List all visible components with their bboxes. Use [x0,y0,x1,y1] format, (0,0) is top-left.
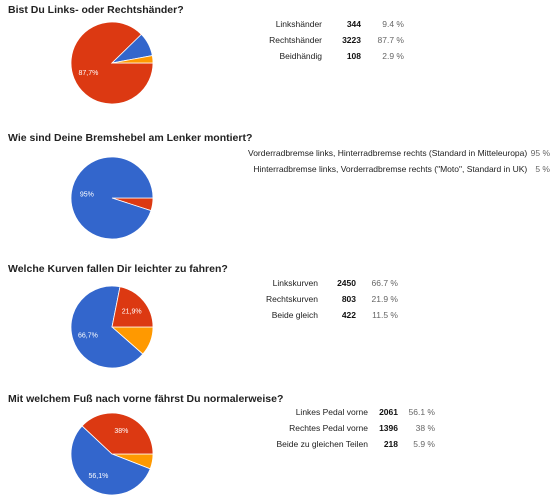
legend-count: 108 [346,51,361,61]
legend-row: Hinterradbremse links, Vorderradbremse r… [248,161,550,177]
legend-count: 422 [341,310,356,320]
chart-legend: Vorderradbremse links, Hinterradbremse r… [248,145,550,177]
legend-label: Beide gleich [271,310,318,320]
legend-count: 803 [341,294,356,304]
slice-label: 56,1% [89,473,109,480]
legend-row: Vorderradbremse links, Hinterradbremse r… [248,145,550,161]
chart-section-2: Wie sind Deine Bremshebel am Lenker mont… [0,128,550,248]
legend-percent: 5.9 % [413,439,435,449]
chart-legend: Linkshänder 344 9.4 % Rechtshänder 3223 … [246,16,404,64]
legend-label: Rechtshänder [269,35,322,45]
pie-slice [70,285,144,369]
legend-row: Linkes Pedal vorne 2061 56.1 % [253,404,435,420]
legend-count: 1396 [379,423,398,433]
legend-percent: 5 % [535,164,550,174]
legend-label: Linkshänder [275,19,322,29]
legend-count: 218 [383,439,398,449]
chart-section-3: Welche Kurven fallen Dir leichter zu fah… [0,259,550,379]
legend-percent: 2.9 % [382,51,404,61]
legend-label: Rechtskurven [266,294,318,304]
legend-percent: 66.7 % [371,278,398,288]
legend-label: Hinterradbremse links, Vorderradbremse r… [253,164,528,174]
pie-slice [70,156,154,240]
legend-percent: 9.4 % [382,19,404,29]
legend-label: Rechtes Pedal vorne [289,423,368,433]
legend-row: Rechtskurven 803 21.9 % [252,291,398,307]
slice-label: 87,7% [79,70,99,77]
legend-count: 344 [346,19,361,29]
legend-label: Linkskurven [272,278,318,288]
slice-label: 66,7% [78,333,98,340]
slice-label: 21,9% [122,308,142,315]
chart-legend: Linkskurven 2450 66.7 % Rechtskurven 803… [252,275,398,323]
legend-label: Vorderradbremse links, Hinterradbremse r… [248,148,528,158]
pie-slice [70,425,151,496]
legend-row: Rechtshänder 3223 87.7 % [246,32,404,48]
legend-label: Beide zu gleichen Teilen [276,439,368,449]
chart-legend: Linkes Pedal vorne 2061 56.1 % Rechtes P… [253,404,435,452]
chart-section-1: Bist Du Links- oder Rechtshänder? 87,7% … [0,0,550,120]
pie-chart: 87,7% [70,21,154,105]
legend-row: Beidhändig 108 2.9 % [246,48,404,64]
legend-count: 2061 [379,407,398,417]
pie-chart: 66,7% 21,9% [70,285,154,369]
legend-count: 3223 [342,35,361,45]
slice-label: 38% [114,428,128,435]
chart-title: Welche Kurven fallen Dir leichter zu fah… [8,263,228,275]
chart-title: Mit welchem Fuß nach vorne fährst Du nor… [8,393,284,405]
legend-label: Linkes Pedal vorne [295,407,368,417]
legend-label: Beidhändig [279,51,322,61]
pie-slice [111,55,154,64]
legend-row: Beide gleich 422 11.5 % [252,307,398,323]
pie-chart: 95% [70,156,154,240]
pie-slice [111,286,154,328]
legend-percent: 56.1 % [408,407,435,417]
legend-percent: 11.5 % [372,310,398,320]
pie-slice [81,412,154,455]
chart-section-4: Mit welchem Fuß nach vorne fährst Du nor… [0,389,550,498]
legend-percent: 87.7 % [377,35,404,45]
legend-row: Linkskurven 2450 66.7 % [252,275,398,291]
legend-percent: 95 % [530,148,550,158]
chart-title: Wie sind Deine Bremshebel am Lenker mont… [8,132,253,144]
legend-row: Linkshänder 344 9.4 % [246,16,404,32]
slice-label: 95% [80,192,94,199]
legend-row: Beide zu gleichen Teilen 218 5.9 % [253,436,435,452]
chart-title: Bist Du Links- oder Rechtshänder? [8,4,184,16]
legend-percent: 21.9 % [371,294,398,304]
legend-percent: 38 % [415,423,435,433]
legend-count: 2450 [337,278,356,288]
legend-row: Rechtes Pedal vorne 1396 38 % [253,420,435,436]
pie-chart: 56,1% 38% [70,412,154,496]
